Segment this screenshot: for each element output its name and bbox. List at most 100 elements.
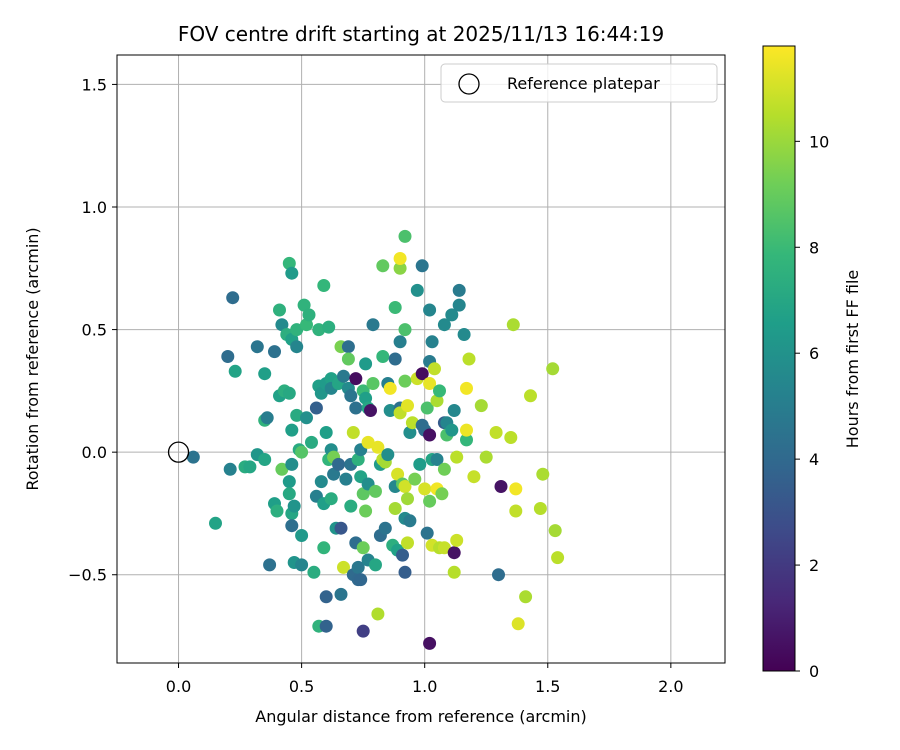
colorbar-tick-label: 10 xyxy=(809,132,829,151)
legend-entry-reference: Reference platepar xyxy=(507,74,660,93)
data-point xyxy=(319,426,333,439)
x-tick-label: 1.0 xyxy=(412,677,437,696)
data-point xyxy=(290,408,304,422)
data-point xyxy=(209,516,222,530)
data-point xyxy=(391,467,405,481)
data-point xyxy=(428,362,441,376)
colorbar-tick-label: 4 xyxy=(809,450,819,469)
data-point xyxy=(423,428,437,442)
data-point xyxy=(300,318,313,332)
data-point xyxy=(260,411,274,425)
data-point xyxy=(282,386,296,400)
data-point xyxy=(533,502,547,515)
data-point xyxy=(273,303,286,317)
data-point xyxy=(401,399,414,413)
data-point xyxy=(356,624,370,638)
data-point xyxy=(445,423,459,437)
y-axis-ticks: −0.5 0.0 0.5 1.0 1.5 xyxy=(68,75,117,585)
data-point xyxy=(366,377,380,390)
data-point xyxy=(423,303,437,317)
data-point xyxy=(275,318,289,332)
data-point xyxy=(393,261,407,275)
data-point xyxy=(378,521,392,535)
data-point xyxy=(366,318,380,332)
data-point xyxy=(437,541,451,555)
data-point xyxy=(349,401,363,415)
chart-title: FOV centre drift starting at 2025/11/13 … xyxy=(178,22,664,46)
data-point xyxy=(376,350,390,363)
data-point xyxy=(519,590,533,604)
data-point xyxy=(351,453,365,466)
data-point xyxy=(509,482,523,496)
data-point xyxy=(425,335,439,349)
data-point xyxy=(275,462,289,476)
data-point xyxy=(300,411,313,425)
data-point xyxy=(302,308,316,322)
legend-marker-reference xyxy=(458,73,480,95)
data-point xyxy=(435,487,449,501)
colorbar-tick-label: 6 xyxy=(809,344,819,363)
data-point xyxy=(221,350,235,363)
data-point xyxy=(322,320,336,334)
data-point xyxy=(447,404,461,417)
data-point xyxy=(270,504,284,518)
plot-frame xyxy=(116,54,726,664)
data-point xyxy=(305,435,318,449)
y-tick-label: 1.5 xyxy=(82,75,107,94)
data-point xyxy=(418,482,432,496)
data-point xyxy=(295,529,309,542)
data-point xyxy=(398,565,412,579)
data-point xyxy=(351,560,365,574)
data-point xyxy=(337,560,350,574)
data-point xyxy=(447,546,461,560)
data-point xyxy=(420,526,434,540)
data-point xyxy=(415,259,429,273)
x-tick-label: 2.0 xyxy=(658,677,683,696)
data-point xyxy=(356,541,370,555)
data-point xyxy=(295,445,309,459)
data-point xyxy=(339,472,353,486)
data-point xyxy=(354,573,368,587)
data-point xyxy=(415,367,429,381)
data-point xyxy=(467,470,481,484)
y-tick-label: 0.5 xyxy=(82,321,107,340)
x-tick-label: 0.5 xyxy=(289,677,314,696)
data-point xyxy=(546,362,560,376)
data-point xyxy=(317,279,331,292)
data-point xyxy=(268,345,281,359)
data-point xyxy=(398,229,412,243)
reference-marker-group xyxy=(167,441,190,463)
data-point xyxy=(285,457,299,471)
data-point xyxy=(388,352,402,366)
data-point xyxy=(344,499,358,513)
data-point xyxy=(295,558,309,572)
reference-platepar-marker xyxy=(167,441,190,463)
data-point xyxy=(317,541,331,555)
data-point xyxy=(460,433,473,447)
data-point xyxy=(383,404,397,417)
data-point xyxy=(396,548,409,562)
data-point xyxy=(430,453,444,466)
data-point xyxy=(341,352,355,366)
data-point xyxy=(457,328,471,341)
colorbar-label: Hours from first FF file xyxy=(843,270,862,449)
data-point xyxy=(337,369,350,383)
data-point xyxy=(297,298,311,312)
data-point xyxy=(398,323,412,337)
data-point xyxy=(420,401,434,415)
data-point xyxy=(290,340,304,354)
data-point xyxy=(285,423,299,437)
data-point xyxy=(250,340,264,354)
y-tick-label: 0.0 xyxy=(82,443,107,462)
colorbar-gradient xyxy=(762,45,796,672)
data-point xyxy=(511,617,525,631)
data-point xyxy=(452,283,466,297)
data-point xyxy=(258,367,272,381)
data-point xyxy=(401,492,414,506)
data-point xyxy=(341,340,355,354)
data-point xyxy=(504,431,518,444)
data-point xyxy=(332,457,345,471)
data-point xyxy=(489,426,503,439)
data-point xyxy=(405,416,419,430)
data-point xyxy=(536,467,550,481)
